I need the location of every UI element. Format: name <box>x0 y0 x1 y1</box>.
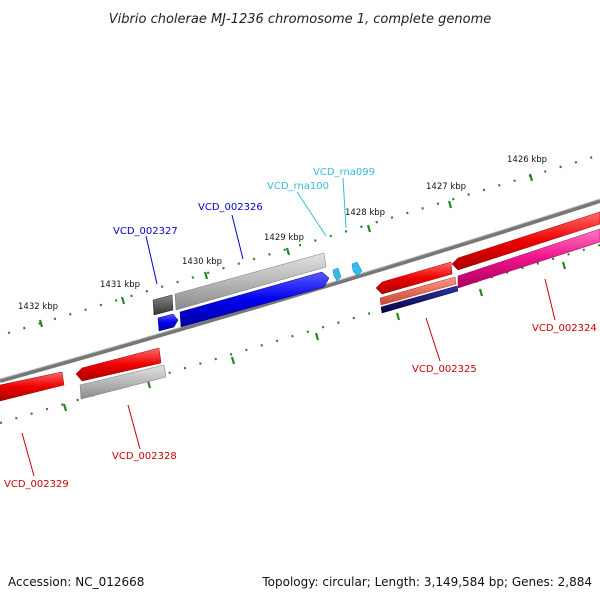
tick-label: 1431 kbp <box>100 280 140 290</box>
gene-VCD_002326-cds[interactable] <box>179 271 330 328</box>
gene-VCD_002324-cds[interactable] <box>451 211 600 271</box>
gene-label-VCD_002326[interactable]: VCD_002326 <box>198 202 263 213</box>
upper-major-ticks <box>38 173 534 328</box>
accession-label: Accession: NC_012668 <box>8 575 144 589</box>
gene-VCD_002328-cds[interactable] <box>75 347 162 382</box>
tick-label: 1426 kbp <box>507 155 547 165</box>
gene-VCD_002327-cds[interactable] <box>157 313 179 332</box>
gene-VCD_002325-navy[interactable] <box>380 285 459 314</box>
gene-VCD_rna099[interactable] <box>351 261 363 277</box>
lower-major-ticks <box>62 261 567 412</box>
lower-tick-track <box>0 243 600 425</box>
gene-VCD_002327-dark[interactable] <box>152 294 174 316</box>
gene-VCD_002325-cds[interactable] <box>375 261 453 295</box>
tick-labels: 1426 kbp 1427 kbp 1428 kbp 1429 kbp 1430… <box>18 155 547 312</box>
tick-label: 1429 kbp <box>264 233 304 243</box>
upper-tick-track <box>7 153 600 335</box>
gene-VCD_002326-gray[interactable] <box>174 252 327 311</box>
map-title: Vibrio cholerae MJ-1236 chromosome 1, co… <box>109 12 491 27</box>
tick-label: 1427 kbp <box>426 182 466 192</box>
topology-stats: Topology: circular; Length: 3,149,584 bp… <box>261 575 592 589</box>
gene-label-VCD_rna099[interactable]: VCD_rna099 <box>313 167 375 178</box>
gene-label-VCD_002328[interactable]: VCD_002328 <box>112 451 177 462</box>
gene-features <box>0 211 600 402</box>
gene-label-VCD_002324[interactable]: VCD_002324 <box>532 323 597 334</box>
gene-VCD_rna100[interactable] <box>332 267 342 282</box>
gene-VCD_002324-rna[interactable] <box>457 228 600 289</box>
gene-label-VCD_002325[interactable]: VCD_002325 <box>412 364 477 375</box>
gene-label-VCD_rna100[interactable]: VCD_rna100 <box>267 181 329 192</box>
tick-label: 1432 kbp <box>18 302 58 312</box>
gene-VCD_002325-salmon[interactable] <box>379 276 457 306</box>
gene-VCD_002328-gray[interactable] <box>79 364 167 400</box>
gene-VCD_002329-cds[interactable] <box>0 371 65 402</box>
tick-label: 1430 kbp <box>182 257 222 267</box>
genome-backbone <box>0 199 600 383</box>
gene-labels: VCD_002324 VCD_002325 VCD_002326 VCD_002… <box>4 167 597 490</box>
gene-label-VCD_002327[interactable]: VCD_002327 <box>113 226 178 237</box>
tick-label: 1428 kbp <box>345 208 385 218</box>
gene-label-VCD_002329[interactable]: VCD_002329 <box>4 479 69 490</box>
label-leaders <box>21 177 556 477</box>
